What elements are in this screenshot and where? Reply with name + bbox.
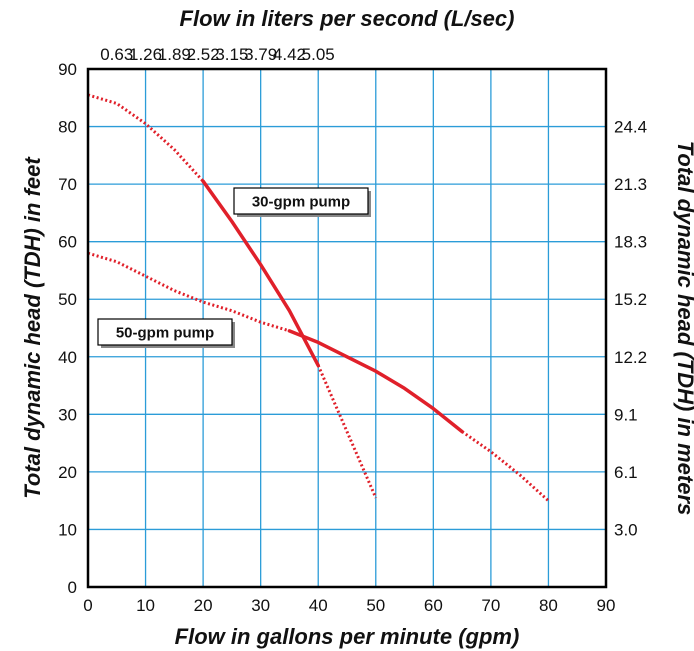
x2-axis-title: Flow in liters per second (L/sec)	[180, 6, 515, 31]
x-tick-label: 0	[83, 596, 92, 615]
label-text: 30-gpm pump	[252, 194, 350, 211]
series-1-dotted-end	[316, 364, 378, 499]
x-tick-label: 10	[136, 596, 155, 615]
y-tick-label: 60	[58, 233, 77, 252]
y2-tick-label: 6.1	[614, 463, 638, 482]
x-tick-label: 60	[424, 596, 443, 615]
y2-tick-label: 3.0	[614, 520, 638, 539]
y2-tick-label: 12.2	[614, 348, 647, 367]
series-1-dotted-start	[87, 93, 205, 183]
series-1-solid	[201, 179, 320, 368]
y2-tick-label: 9.1	[614, 405, 638, 424]
plot-frame	[86, 67, 608, 589]
series-lines	[87, 93, 550, 502]
x-tick-label: 90	[597, 596, 616, 615]
y2-tick-label: 15.2	[614, 290, 647, 309]
x2-tick-label: 4.42	[273, 45, 306, 64]
series-label-2: 50-gpm pump	[97, 318, 235, 348]
y-tick-label: 70	[58, 175, 77, 194]
y-tick-label: 50	[58, 290, 77, 309]
tick-labels: 0 10 20 30 40 50 60 70 80 90 0 10 20 30 40 50 60 70 80 90 0.…	[58, 45, 647, 615]
x2-tick-label: 1.26	[129, 45, 162, 64]
y-tick-label: 0	[68, 578, 77, 597]
y2-tick-label: 18.3	[614, 233, 647, 252]
x-tick-label: 20	[194, 596, 213, 615]
y-tick-label: 80	[58, 118, 77, 137]
x2-tick-label: 5.05	[302, 45, 335, 64]
y2-tick-label: 24.4	[614, 118, 647, 137]
x2-tick-label: 0.63	[100, 45, 133, 64]
series-labels: 30-gpm pump 50-gpm pump	[97, 187, 371, 348]
label-box	[233, 187, 369, 215]
series-label-1: 30-gpm pump	[233, 187, 371, 217]
y-tick-label: 90	[58, 60, 77, 79]
series-2-dotted-end	[461, 430, 550, 502]
x-tick-label: 30	[251, 596, 270, 615]
series-2-dotted-start	[87, 251, 290, 333]
x2-tick-label: 3.79	[244, 45, 277, 64]
label-box	[97, 318, 233, 346]
y2-tick-label: 21.3	[614, 175, 647, 194]
series-2-solid	[287, 329, 464, 434]
y-tick-label: 40	[58, 348, 77, 367]
y-tick-label: 30	[58, 405, 77, 424]
x-tick-label: 70	[481, 596, 500, 615]
y2-axis-title: Total dynamic head (TDH) in meters	[673, 141, 694, 515]
x-axis-title: Flow in gallons per minute (gpm)	[175, 624, 520, 649]
grid	[88, 69, 606, 587]
y-axis-title: Total dynamic head (TDH) in feet	[20, 156, 45, 499]
x-tick-label: 80	[539, 596, 558, 615]
x2-tick-label: 1.89	[158, 45, 191, 64]
label-text: 50-gpm pump	[116, 325, 214, 342]
y-tick-label: 20	[58, 463, 77, 482]
y-tick-label: 10	[58, 520, 77, 539]
x2-tick-label: 3.15	[215, 45, 248, 64]
x-tick-label: 40	[309, 596, 328, 615]
x-tick-label: 50	[366, 596, 385, 615]
x2-tick-label: 2.52	[187, 45, 220, 64]
